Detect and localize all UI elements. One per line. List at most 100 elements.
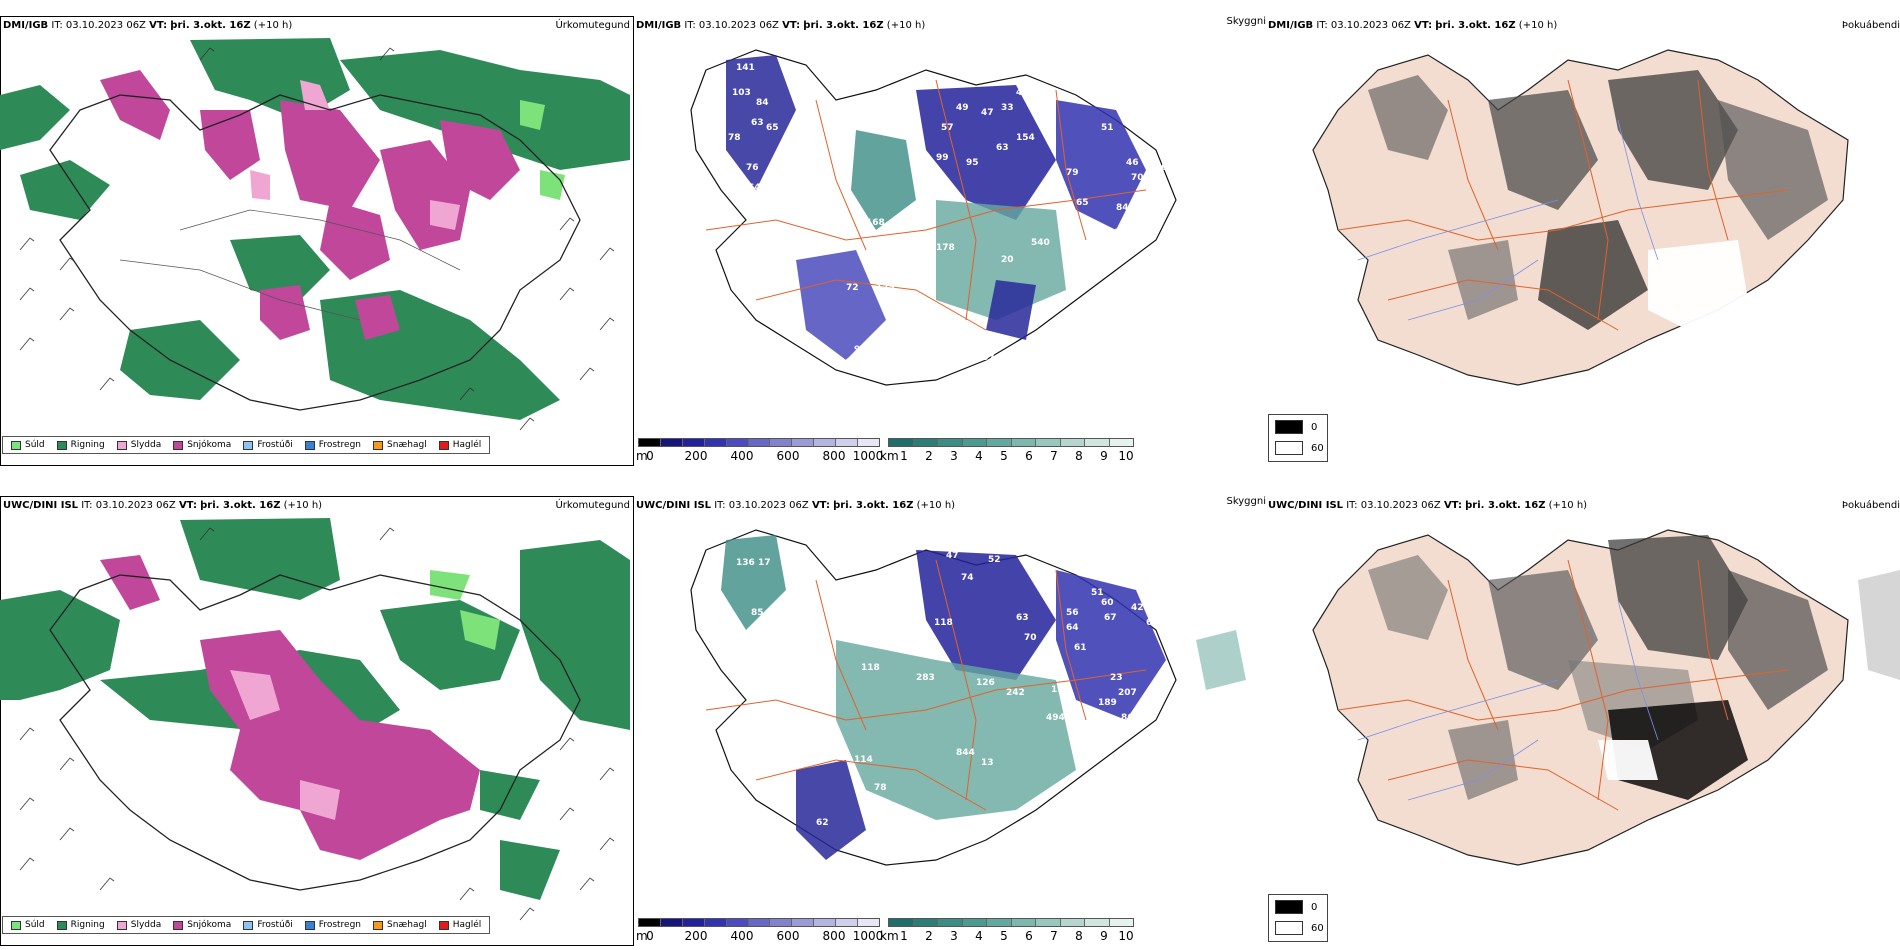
legend-item-haglel: Haglél [438, 920, 481, 930]
svg-text:274: 274 [1041, 648, 1060, 658]
svg-text:76: 76 [746, 163, 759, 173]
svg-text:56: 56 [1066, 608, 1079, 618]
vt-label: VT: [1414, 20, 1433, 31]
panel-header: UWC/DINI ISL IT: 03.10.2023 06Z VT: þri.… [636, 500, 955, 511]
legend-item-snjokoma: Snjókoma [173, 440, 231, 450]
legend-item-slydda: Slydda [116, 920, 161, 930]
panel-header: DMI/IGB IT: 03.10.2023 06Z VT: þri. 3.ok… [1268, 20, 1557, 31]
cloud-legend-light: 60 [1275, 441, 1324, 455]
swatch [56, 920, 67, 930]
model-label: UWC/DINI ISL [1268, 500, 1344, 511]
legend-item-slydda: Slydda [116, 440, 162, 450]
svg-text:141: 141 [736, 63, 755, 73]
svg-text:125: 125 [876, 283, 895, 293]
swatch [438, 440, 449, 450]
it-label: IT: [1346, 500, 1358, 511]
legend-item-snjokoma: Snjókoma [173, 920, 231, 930]
legend-label: Rigning [70, 920, 105, 930]
cloud-legend-light-label: 60 [1311, 922, 1324, 934]
cloud-legend-dark: 0 [1275, 420, 1317, 434]
it-value: 03.10.2023 06Z [698, 20, 779, 31]
svg-text:189: 189 [1098, 698, 1117, 708]
legend-label: Slydda [130, 440, 162, 450]
svg-text:61: 61 [1161, 163, 1174, 173]
panel-header: DMI/IGB IT: 03.10.2023 06Z VT: þri. 3.ok… [636, 20, 925, 31]
map-frame [0, 496, 634, 946]
map-frame [0, 16, 634, 466]
svg-text:51: 51 [1091, 588, 1104, 598]
legend-label: Snæhagl [387, 440, 427, 450]
svg-text:126: 126 [976, 678, 995, 688]
svg-text:70: 70 [1036, 578, 1049, 588]
legend-item-haglel: Haglél [438, 440, 481, 450]
legend-item-sudl: Súld [11, 440, 45, 450]
visibility-unit: km [880, 929, 899, 943]
tick: 0 [646, 929, 654, 943]
vt-value: þri. 3.okt. 16Z [833, 500, 914, 511]
legend-item-frostregn: Frostregn [304, 920, 361, 930]
ceiling-values: 136 17 85 50 47 74 52 118 63 70 56 60 67… [736, 551, 1197, 828]
svg-text:168: 168 [866, 218, 885, 228]
tick: 6 [1025, 449, 1033, 463]
svg-text:185: 185 [1036, 663, 1055, 673]
svg-text:95: 95 [966, 158, 979, 168]
legend-item-snaehagl: Snæhagl [373, 440, 427, 450]
lead-time: (+10 h) [886, 20, 926, 31]
vt-label: VT: [782, 20, 801, 31]
legend-item-sudl: Súld [11, 920, 45, 930]
svg-text:103: 103 [732, 88, 751, 98]
legend-label: Snjókoma [187, 920, 232, 930]
swatch [116, 440, 127, 450]
cloud-legend: 0 60 [1268, 894, 1328, 942]
swatch-light [1275, 441, 1303, 455]
tick: 7 [1050, 449, 1058, 463]
ceiling-unit: m [636, 449, 648, 463]
tick: 600 [776, 449, 800, 463]
lead-time: (+10 h) [1518, 20, 1558, 31]
svg-text:72: 72 [846, 283, 859, 293]
svg-text:172: 172 [886, 308, 905, 318]
tick: 8 [1075, 929, 1083, 943]
svg-text:85: 85 [751, 608, 764, 618]
legend-item-frostregn: Frostregn [304, 440, 361, 450]
svg-text:86: 86 [1121, 713, 1134, 723]
row-1-fog-panel: DMI/IGB IT: 03.10.2023 06Z VT: þri. 3.ok… [1268, 0, 1900, 470]
tick: 800 [822, 929, 846, 943]
swatch [56, 440, 67, 450]
vt-value: þri. 3.okt. 16Z [1435, 20, 1516, 31]
svg-text:42: 42 [1131, 603, 1144, 613]
vt-label: VT: [178, 500, 197, 511]
tick: 1000 [852, 929, 884, 943]
svg-text:540: 540 [1031, 238, 1050, 248]
svg-text:65: 65 [1076, 198, 1089, 208]
svg-text:59: 59 [1184, 601, 1197, 611]
svg-text:43: 43 [1016, 88, 1029, 98]
svg-text:63: 63 [1146, 618, 1159, 628]
lead-time: (+10 h) [283, 500, 323, 511]
row-2-fog-panel: UWC/DINI ISL IT: 03.10.2023 06Z VT: þri.… [1268, 480, 1900, 950]
tick: 2 [925, 929, 933, 943]
it-value: 03.10.2023 06Z [1360, 500, 1441, 511]
tick: 3 [950, 449, 958, 463]
svg-text:63: 63 [751, 118, 764, 128]
tick: 1000 [852, 449, 884, 463]
svg-text:50: 50 [1156, 198, 1169, 208]
svg-text:86: 86 [1136, 238, 1149, 248]
tick: 800 [822, 449, 846, 463]
svg-text:197: 197 [1051, 685, 1070, 695]
tick: 1 [900, 929, 908, 943]
fog-map [1312, 529, 1900, 866]
tick: 200 [684, 929, 708, 943]
ceiling-unit: m [636, 929, 648, 943]
ceiling-values: 141 103 84 63 65 78 76 64 10 168 263 125… [728, 63, 1189, 368]
legend-item-rigning: Rigning [56, 440, 105, 450]
sky-map: 141 103 84 63 65 78 76 64 10 168 263 125… [690, 49, 1189, 386]
tick: 1 [900, 449, 908, 463]
svg-text:64: 64 [1066, 623, 1079, 633]
svg-text:63: 63 [996, 143, 1009, 153]
svg-text:13: 13 [981, 758, 994, 768]
swatch-light [1275, 921, 1303, 935]
cloud-legend-dark-label: 0 [1311, 421, 1318, 433]
svg-text:62: 62 [816, 818, 829, 828]
it-value: 03.10.2023 06Z [95, 500, 176, 511]
